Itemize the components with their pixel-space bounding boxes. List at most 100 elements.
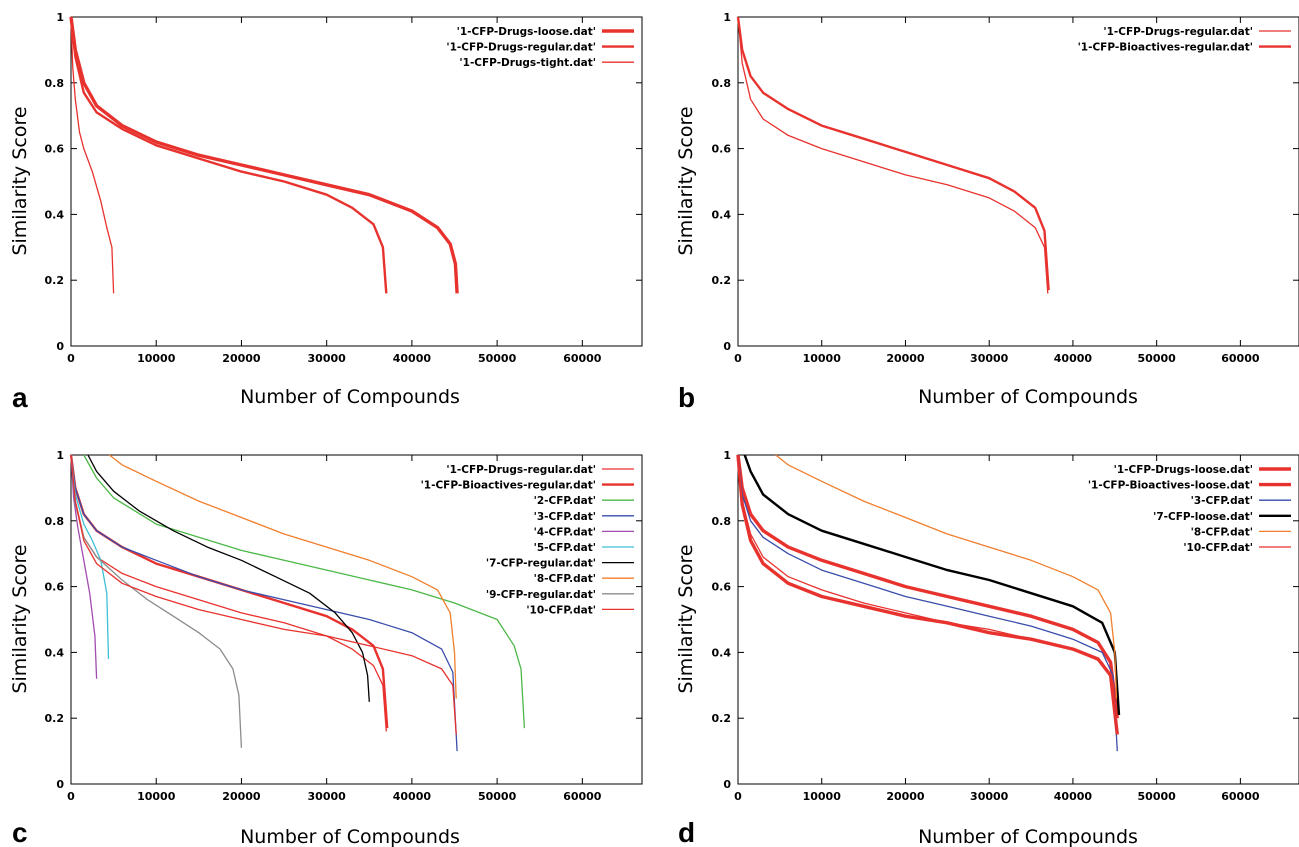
y-axis-title: Similarity Score xyxy=(675,544,697,693)
legend-label: '8-CFP.dat' xyxy=(1191,526,1253,538)
x-tick-label: 20000 xyxy=(886,352,925,365)
panel-a: 0 10000 20000 30000 40000 50000 60000 0 0.2 0.4 0.… xyxy=(9,11,643,413)
series-line-9 xyxy=(70,454,243,748)
series-line-2 xyxy=(736,16,1050,291)
y-tick-label: 0.6 xyxy=(712,143,732,156)
legend: '1-CFP-Drugs-regular.dat' '1-CFP-Bioactiv… xyxy=(1078,26,1291,54)
legend-label: '1-CFP-Bioactives-regular.dat' xyxy=(1078,42,1253,54)
y-tick-label: 0.8 xyxy=(712,77,732,90)
y-tick-label: 0.4 xyxy=(712,646,732,659)
legend: '1-CFP-Drugs-loose.dat' '1-CFP-Drugs-regu… xyxy=(446,26,634,69)
legend-label: '2-CFP.dat' xyxy=(534,495,596,507)
series-line-5 xyxy=(70,454,98,679)
y-tick-label: 0 xyxy=(723,778,731,791)
x-tick-label: 50000 xyxy=(1138,352,1177,365)
x-axis-title: Number of Compounds xyxy=(240,386,460,408)
legend-label: '10-CFP.dat' xyxy=(526,604,596,616)
x-tick-label: 10000 xyxy=(137,790,176,803)
y-tick-label: 0.8 xyxy=(45,77,65,90)
legend-label: '1-CFP-Drugs-regular.dat' xyxy=(446,464,596,476)
series-line-1 xyxy=(69,16,459,294)
x-tick-label: 20000 xyxy=(222,790,261,803)
x-tick-label: 10000 xyxy=(803,790,842,803)
legend-label: '7-CFP-loose.dat' xyxy=(1153,511,1253,523)
y-tick-label: 0.4 xyxy=(45,208,65,221)
legend-label: '5-CFP.dat' xyxy=(534,542,596,554)
y-tick-label: 0.8 xyxy=(712,515,732,528)
y-tick-label: 1 xyxy=(723,449,731,462)
x-tick-label: 50000 xyxy=(1138,790,1177,803)
x-tick-label: 30000 xyxy=(308,790,347,803)
series-line-4 xyxy=(70,454,458,752)
y-tick-label: 0.2 xyxy=(45,274,65,287)
series-line-3 xyxy=(70,16,115,294)
legend-label: '1-CFP-Drugs-loose.dat' xyxy=(457,26,596,38)
panel-letter: c xyxy=(12,817,28,847)
series-line-6 xyxy=(737,454,1118,735)
legend-label: '4-CFP.dat' xyxy=(534,526,596,538)
y-tick-label: 0.8 xyxy=(45,515,65,528)
x-tick-label: 40000 xyxy=(1054,790,1093,803)
x-tick-label: 60000 xyxy=(1221,352,1260,365)
series-line-1 xyxy=(736,454,1119,735)
x-tick-label: 50000 xyxy=(478,352,517,365)
legend: '1-CFP-Drugs-loose.dat' '1-CFP-Bioactives… xyxy=(1088,464,1291,554)
x-tick-label: 60000 xyxy=(1221,790,1260,803)
legend-label: '3-CFP.dat' xyxy=(1191,495,1253,507)
x-tick-label: 30000 xyxy=(970,790,1009,803)
x-tick-label: 60000 xyxy=(563,352,602,365)
plot-frame xyxy=(70,454,643,785)
plot-frame xyxy=(70,16,643,347)
x-tick-label: 60000 xyxy=(563,790,602,803)
x-axis-title: Number of Compounds xyxy=(918,386,1138,408)
legend-label: '7-CFP-regular.dat' xyxy=(486,558,596,570)
x-tick-label: 40000 xyxy=(1054,352,1093,365)
panel-letter: a xyxy=(12,382,28,413)
x-tick-label: 20000 xyxy=(222,352,261,365)
x-axis-title: Number of Compounds xyxy=(918,826,1138,847)
y-tick-label: 0.6 xyxy=(712,581,732,594)
y-tick-label: 0 xyxy=(56,778,64,791)
series-line-3 xyxy=(83,454,526,729)
y-tick-label: 0.4 xyxy=(712,208,732,221)
y-tick-label: 1 xyxy=(723,11,731,24)
y-tick-label: 0.6 xyxy=(45,143,65,156)
legend-label: '1-CFP-Drugs-regular.dat' xyxy=(446,42,596,54)
legend-label: '9-CFP-regular.dat' xyxy=(486,589,596,601)
x-tick-label: 0 xyxy=(734,352,742,365)
y-tick-label: 0 xyxy=(723,340,731,353)
legend-label: '1-CFP-Drugs-regular.dat' xyxy=(1103,26,1253,38)
panel-d: 0 10000 20000 30000 40000 50000 60000 0 0.2 0.4 0.… xyxy=(675,449,1299,847)
legend-label: '1-CFP-Bioactives-regular.dat' xyxy=(421,480,596,492)
series-line-1 xyxy=(70,454,387,732)
legend-label: '8-CFP.dat' xyxy=(534,573,596,585)
y-tick-label: 0.2 xyxy=(712,274,732,287)
x-tick-label: 20000 xyxy=(886,790,925,803)
x-tick-label: 30000 xyxy=(970,352,1009,365)
series-line-8 xyxy=(109,454,457,699)
series-line-2 xyxy=(736,454,1119,719)
y-axis-title: Similarity Score xyxy=(9,106,31,255)
legend-label: '1-CFP-Drugs-loose.dat' xyxy=(1114,464,1253,476)
series-line-2 xyxy=(69,16,388,294)
legend-label: '1-CFP-Drugs-tight.dat' xyxy=(459,57,596,69)
y-tick-label: 1 xyxy=(56,449,64,462)
series-line-10 xyxy=(70,454,457,735)
y-tick-label: 0 xyxy=(56,340,64,353)
x-tick-label: 10000 xyxy=(803,352,842,365)
legend-label: '3-CFP.dat' xyxy=(534,511,596,523)
panel-b: 0 10000 20000 30000 40000 50000 60000 0 0.2 0.4 0.… xyxy=(675,11,1299,413)
panel-c: 0 10000 20000 30000 40000 50000 60000 0 0.2 0.4 0.… xyxy=(9,449,643,847)
y-tick-label: 0.4 xyxy=(45,646,65,659)
x-tick-label: 0 xyxy=(67,790,75,803)
panel-letter: b xyxy=(678,382,695,413)
y-tick-label: 0.2 xyxy=(45,712,65,725)
series-line-7 xyxy=(87,454,370,702)
x-tick-label: 50000 xyxy=(478,790,517,803)
x-tick-label: 0 xyxy=(734,790,742,803)
x-tick-label: 40000 xyxy=(393,352,432,365)
series-line-5 xyxy=(775,454,1118,699)
legend: '1-CFP-Drugs-regular.dat' '1-CFP-Bioactiv… xyxy=(421,464,634,616)
x-tick-label: 0 xyxy=(67,352,75,365)
